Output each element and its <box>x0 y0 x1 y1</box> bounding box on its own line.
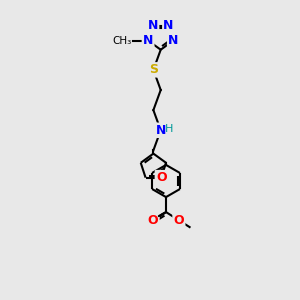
Text: H: H <box>165 124 173 134</box>
Text: N: N <box>148 19 158 32</box>
Text: S: S <box>149 63 158 76</box>
Text: N: N <box>168 34 178 47</box>
Text: N: N <box>155 124 166 137</box>
Text: CH₃: CH₃ <box>113 35 132 46</box>
Text: O: O <box>156 171 166 184</box>
Text: N: N <box>163 19 174 32</box>
Text: O: O <box>148 214 158 227</box>
Text: N: N <box>143 34 153 47</box>
Text: O: O <box>174 214 184 227</box>
